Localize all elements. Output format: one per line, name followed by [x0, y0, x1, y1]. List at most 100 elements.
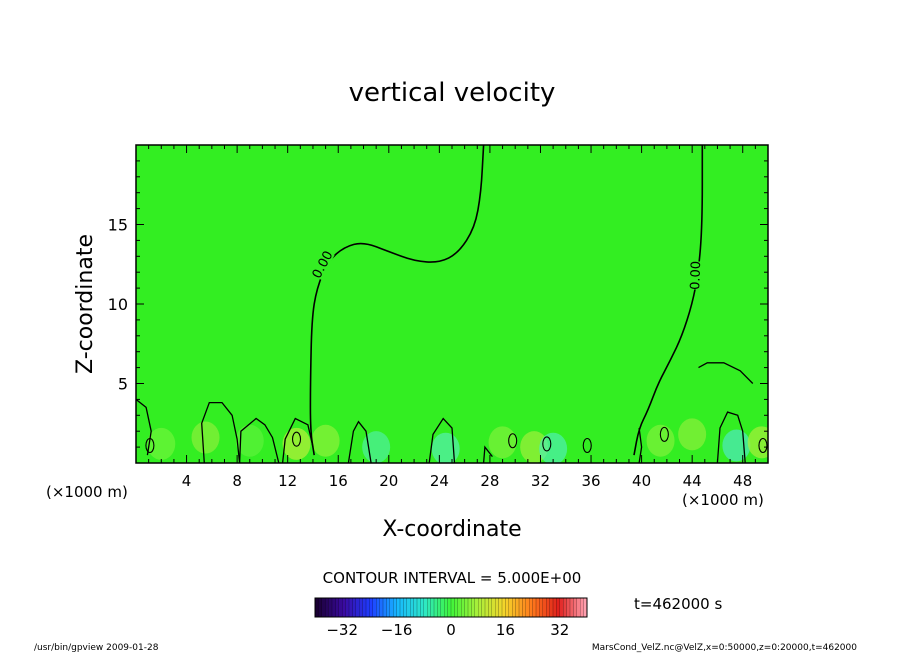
colorbar-cell [553, 598, 557, 617]
small-contour [238, 417, 280, 463]
colorbar-cell [376, 598, 380, 617]
colorbar-cell [328, 598, 333, 617]
x-tick-label: 8 [232, 472, 242, 490]
x-tick-label: 28 [480, 472, 499, 490]
colorbar-cell [434, 598, 438, 617]
colorbar-cell [529, 598, 533, 617]
cell-contour [291, 431, 302, 447]
colorbar-cell [570, 598, 574, 617]
colorbar-cell [536, 598, 540, 617]
colorbar-cell [372, 598, 377, 617]
updraft-shade [431, 432, 460, 463]
colorbar-cell [454, 598, 459, 617]
colorbar-cell [474, 598, 479, 617]
colorbar-cell [491, 598, 496, 617]
colorbar-frame [314, 597, 588, 618]
contour-label: 0.00 [688, 261, 704, 290]
colorbar-cell [345, 598, 350, 617]
x-tick-label: 12 [278, 472, 297, 490]
contour-interval-text: CONTOUR INTERVAL = 5.000E+00 [323, 569, 582, 587]
y-tick-label: 5 [118, 375, 128, 394]
colorbar-cell [447, 598, 452, 617]
colorbar-cell [369, 598, 374, 617]
colorbar-cell [332, 598, 336, 617]
updraft-shade [147, 427, 176, 460]
colorbar-cell [566, 598, 571, 617]
colorbar-cell [485, 598, 489, 617]
colorbar-cell [498, 598, 503, 617]
colorbar-cell [349, 598, 353, 617]
small-contour [638, 427, 643, 463]
colorbar-cell [338, 598, 343, 617]
small-contour [698, 362, 754, 384]
colorbar-cell [461, 598, 465, 617]
colorbar-cell [549, 598, 554, 617]
updraft-shade [722, 429, 751, 462]
small-contour [347, 420, 372, 463]
colorbar-cell [400, 598, 404, 617]
colorbar-tick-label: −32 [326, 621, 358, 639]
colorbar-cell [580, 598, 584, 617]
colorbar-cell [386, 598, 391, 617]
colorbar [314, 597, 588, 618]
footer-right: MarsCond_VelZ.nc@VelZ,x=0:50000,z=0:2000… [592, 643, 857, 653]
colorbar-cell [512, 598, 516, 617]
small-contour [281, 417, 314, 463]
updraft-shade [311, 424, 340, 457]
colorbar-cell [406, 598, 411, 617]
colorbar-cell [430, 598, 435, 617]
updraft-shade [362, 431, 391, 463]
colorbar-cell [532, 598, 537, 617]
updraft-shade [282, 427, 311, 460]
zero-contour-west [309, 145, 485, 456]
colorbar-cell [325, 598, 329, 617]
colorbar-cell [502, 598, 506, 617]
y-tick-label: 15 [108, 216, 128, 235]
low-level-structure [136, 362, 768, 463]
colorbar-cell [318, 598, 323, 617]
cell-contour [582, 437, 592, 454]
x-unit-label-right: (×1000 m) [682, 491, 764, 509]
updraft-shade [747, 426, 768, 459]
colorbar-cell [583, 598, 588, 617]
colorbar-cell [471, 598, 476, 617]
colorbar-cell [457, 598, 462, 617]
colorbar-tick-label: 32 [550, 621, 569, 639]
colorbar-cell [481, 598, 486, 617]
colorbar-cell [576, 598, 581, 617]
cell-contour [659, 426, 669, 442]
small-contour [428, 417, 456, 463]
colorbar-cell [389, 598, 394, 617]
plot-area [136, 145, 768, 463]
x-tick-label: 4 [182, 472, 192, 490]
small-contour [716, 411, 746, 463]
cell-contour [145, 437, 155, 454]
colorbar-ticks: −32 −16 0 16 32 [326, 621, 569, 639]
colorbar-cell [423, 598, 428, 617]
updraft-shade [191, 421, 220, 454]
colorbar-cell [437, 598, 442, 617]
x-tick-label: 36 [581, 472, 600, 490]
small-contour [201, 401, 241, 463]
colorbar-tick-label: 0 [446, 621, 456, 639]
x-tick-label: 24 [430, 472, 449, 490]
colorbar-cell [379, 598, 384, 617]
colorbar-cell [519, 598, 523, 617]
colorbar-cell [410, 598, 414, 617]
x-tick-label: 44 [683, 472, 702, 490]
colorbar-cell [355, 598, 360, 617]
colorbar-cell [478, 598, 482, 617]
colorbar-cell [359, 598, 363, 617]
colorbar-cell [440, 598, 445, 617]
updraft-shade [646, 424, 675, 457]
colorbar-cell [362, 598, 367, 617]
updraft-shade [678, 418, 707, 451]
colorbar-cell [420, 598, 425, 617]
y-axis-label: Z-coordinate [73, 234, 98, 374]
time-label: t=462000 s [634, 595, 722, 613]
colorbar-tick-label: 16 [496, 621, 515, 639]
colorbar-cell [556, 598, 561, 617]
cell-contour [542, 436, 552, 452]
x-tick-label: 16 [329, 472, 348, 490]
